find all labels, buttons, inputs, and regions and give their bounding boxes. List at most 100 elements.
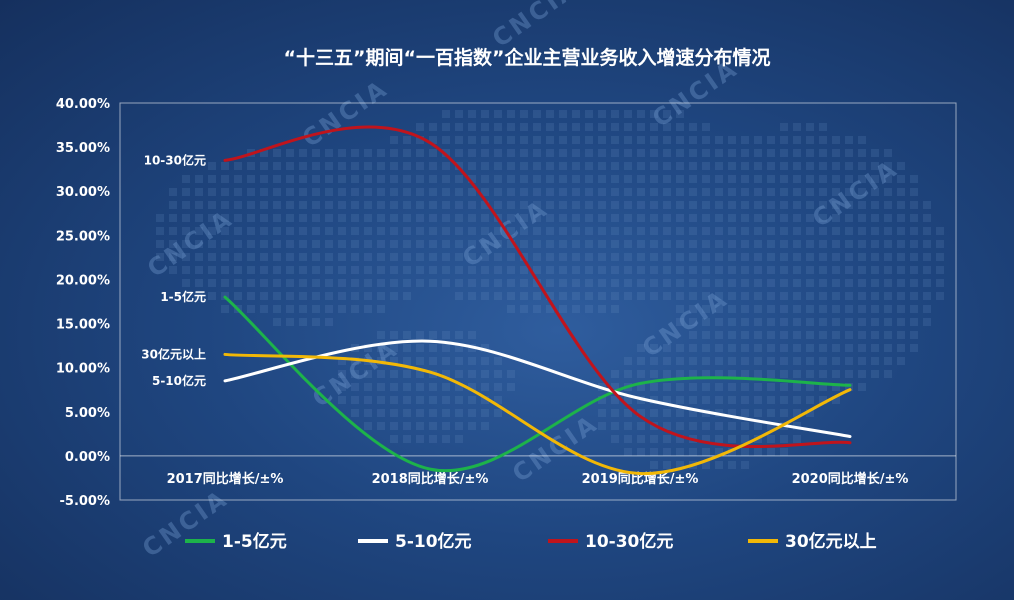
- map-dot: [338, 305, 346, 313]
- map-dot: [624, 448, 632, 456]
- map-dot: [858, 188, 866, 196]
- map-dot: [455, 279, 463, 287]
- map-dot: [429, 331, 437, 339]
- map-dot: [741, 383, 749, 391]
- map-dot: [936, 240, 944, 248]
- map-dot: [195, 253, 203, 261]
- map-dot: [650, 409, 658, 417]
- map-dot: [715, 448, 723, 456]
- map-dot: [741, 188, 749, 196]
- map-dot: [858, 383, 866, 391]
- map-dot: [468, 175, 476, 183]
- map-dot: [845, 149, 853, 157]
- map-dot: [676, 357, 684, 365]
- map-dot: [767, 240, 775, 248]
- map-dot: [845, 188, 853, 196]
- series-label: 30亿元以上: [141, 346, 206, 361]
- map-dot: [546, 175, 554, 183]
- map-dot: [780, 279, 788, 287]
- map-dot: [858, 136, 866, 144]
- map-dot: [897, 227, 905, 235]
- map-dot: [910, 175, 918, 183]
- map-dot: [559, 253, 567, 261]
- map-dot: [507, 162, 515, 170]
- map-dot: [728, 227, 736, 235]
- map-dot: [208, 240, 216, 248]
- map-dot: [390, 383, 398, 391]
- map-dot: [715, 344, 723, 352]
- map-dot: [507, 305, 515, 313]
- map-dot: [312, 318, 320, 326]
- map-dot: [884, 266, 892, 274]
- map-dot: [637, 227, 645, 235]
- map-dot: [806, 201, 814, 209]
- map-dot: [390, 149, 398, 157]
- map-dot: [741, 136, 749, 144]
- map-dot: [845, 162, 853, 170]
- map-dot: [221, 201, 229, 209]
- map-dot: [858, 344, 866, 352]
- map-dot: [299, 149, 307, 157]
- map-dot: [221, 266, 229, 274]
- map-dot: [650, 396, 658, 404]
- map-dot: [728, 214, 736, 222]
- map-dot: [390, 266, 398, 274]
- map-dot: [884, 305, 892, 313]
- map-dot: [819, 331, 827, 339]
- map-dot: [494, 292, 502, 300]
- map-dot: [663, 292, 671, 300]
- map-dot: [780, 370, 788, 378]
- map-dot: [780, 253, 788, 261]
- map-dot: [897, 188, 905, 196]
- map-dot: [663, 214, 671, 222]
- map-dot: [377, 331, 385, 339]
- map-dot: [806, 227, 814, 235]
- map-dot: [455, 409, 463, 417]
- map-dot: [832, 383, 840, 391]
- map-dot: [247, 292, 255, 300]
- map-dot: [299, 188, 307, 196]
- map-dot: [182, 279, 190, 287]
- map-dot: [780, 396, 788, 404]
- map-dot: [871, 318, 879, 326]
- map-dot: [819, 253, 827, 261]
- map-dot: [819, 175, 827, 183]
- map-dot: [351, 370, 359, 378]
- map-dot: [507, 149, 515, 157]
- map-dot: [871, 279, 879, 287]
- map-dot: [429, 266, 437, 274]
- map-dot: [871, 149, 879, 157]
- map-dot: [728, 331, 736, 339]
- map-dot: [481, 188, 489, 196]
- map-dot: [715, 214, 723, 222]
- map-dot: [377, 240, 385, 248]
- map-dot: [338, 162, 346, 170]
- map-dot: [754, 318, 762, 326]
- map-dot: [611, 370, 619, 378]
- map-dot: [650, 357, 658, 365]
- map-dot: [624, 214, 632, 222]
- map-dot: [637, 110, 645, 118]
- map-dot: [416, 240, 424, 248]
- map-dot: [494, 409, 502, 417]
- map-dot: [936, 253, 944, 261]
- map-dot: [741, 253, 749, 261]
- map-dot: [455, 383, 463, 391]
- map-dot: [624, 149, 632, 157]
- series-line: [223, 125, 852, 449]
- map-dot: [403, 396, 411, 404]
- map-dot: [468, 149, 476, 157]
- map-dot: [884, 214, 892, 222]
- map-dot: [611, 383, 619, 391]
- map-dot: [598, 292, 606, 300]
- map-dot: [702, 136, 710, 144]
- map-dot: [247, 175, 255, 183]
- map-dot: [611, 188, 619, 196]
- map-dot: [403, 292, 411, 300]
- map-dot: [455, 435, 463, 443]
- map-dot: [429, 201, 437, 209]
- map-dot: [780, 292, 788, 300]
- map-dot: [377, 253, 385, 261]
- map-dot: [793, 409, 801, 417]
- map-dot: [234, 227, 242, 235]
